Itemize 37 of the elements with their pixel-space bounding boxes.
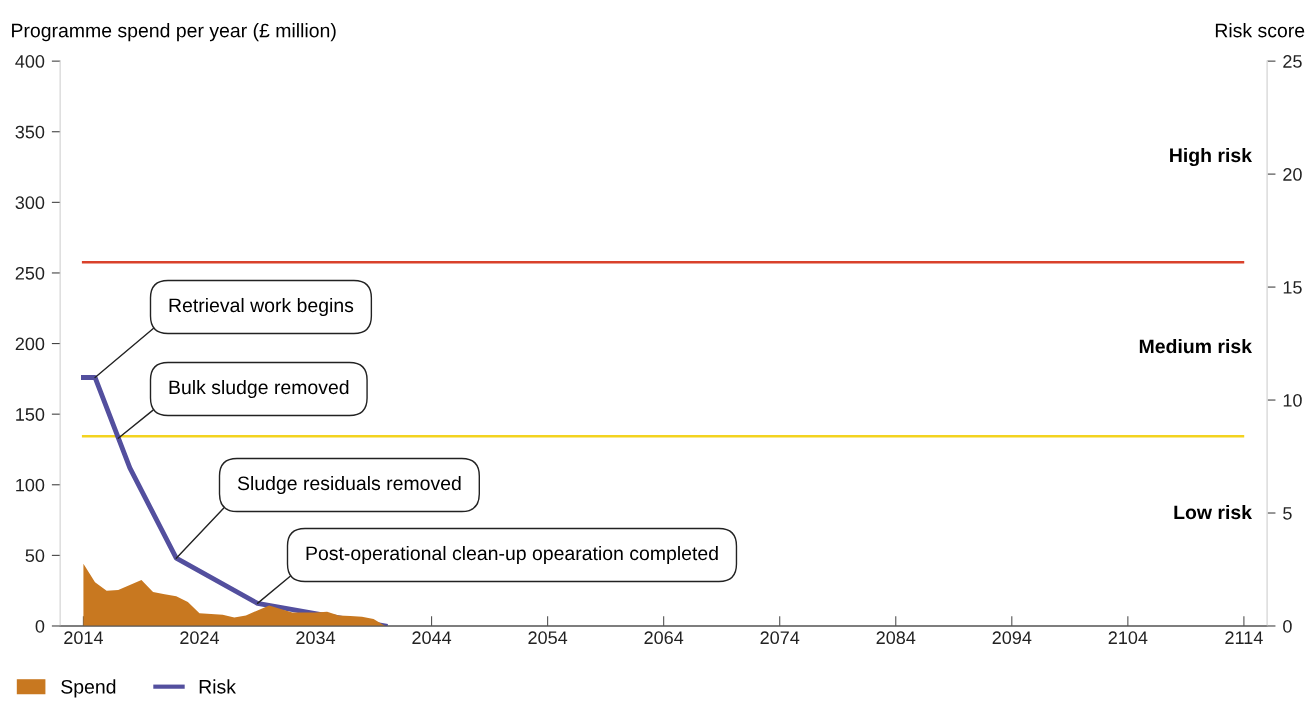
y-tick-label: 100 xyxy=(16,478,45,492)
y-tick-label: 200 xyxy=(15,337,45,351)
annotation: Sludge residuals removed xyxy=(237,475,461,495)
y2-tick-label: 25 xyxy=(1283,55,1302,68)
y-tick-label: 0 xyxy=(35,619,45,633)
x-tick-label: 2104 xyxy=(1108,631,1148,645)
y-axis-title: Programme spend per year (£ million) xyxy=(12,23,336,42)
annotation: Retrieval work begins xyxy=(169,297,354,317)
y-tick-label: 350 xyxy=(15,125,45,139)
x-tick-label: 2074 xyxy=(760,631,800,645)
y2-tick-label: 10 xyxy=(1283,393,1302,407)
x-tick-label: 2044 xyxy=(412,631,452,645)
annotation: Bulk sludge removed xyxy=(169,379,349,399)
annotation: Low risk xyxy=(1174,504,1253,520)
x-tick-label: 2034 xyxy=(296,631,336,645)
x-tick-label: 2064 xyxy=(644,631,684,645)
x-tick-label: 2114 xyxy=(1225,631,1263,644)
y-tick-label: 50 xyxy=(25,549,45,563)
y2-tick-label: 20 xyxy=(1283,168,1302,181)
legend-label: Risk xyxy=(199,679,236,694)
y2-tick-label: 0 xyxy=(1283,619,1292,633)
y-tick-label: 400 xyxy=(15,55,45,68)
x-tick-label: 2054 xyxy=(528,631,568,645)
y2-tick-label: 5 xyxy=(1283,507,1292,520)
x-tick-label: 2094 xyxy=(992,631,1032,645)
x-tick-label: 2084 xyxy=(876,631,916,645)
y-tick-label: 300 xyxy=(15,196,45,210)
annotation: High risk xyxy=(1170,147,1253,167)
y-tick-label: 150 xyxy=(16,408,45,421)
annotation: Post-operational clean-up opearation completed xyxy=(306,545,718,565)
y2-tick-label: 15 xyxy=(1283,281,1302,294)
y2-axis-title: Risk score xyxy=(1215,23,1305,38)
legend-label: Spend xyxy=(61,679,116,698)
y-tick-label: 250 xyxy=(15,266,45,280)
annotation: Medium risk xyxy=(1139,338,1253,354)
x-tick-label: 2014 xyxy=(64,631,103,645)
x-tick-label: 2024 xyxy=(180,631,220,645)
